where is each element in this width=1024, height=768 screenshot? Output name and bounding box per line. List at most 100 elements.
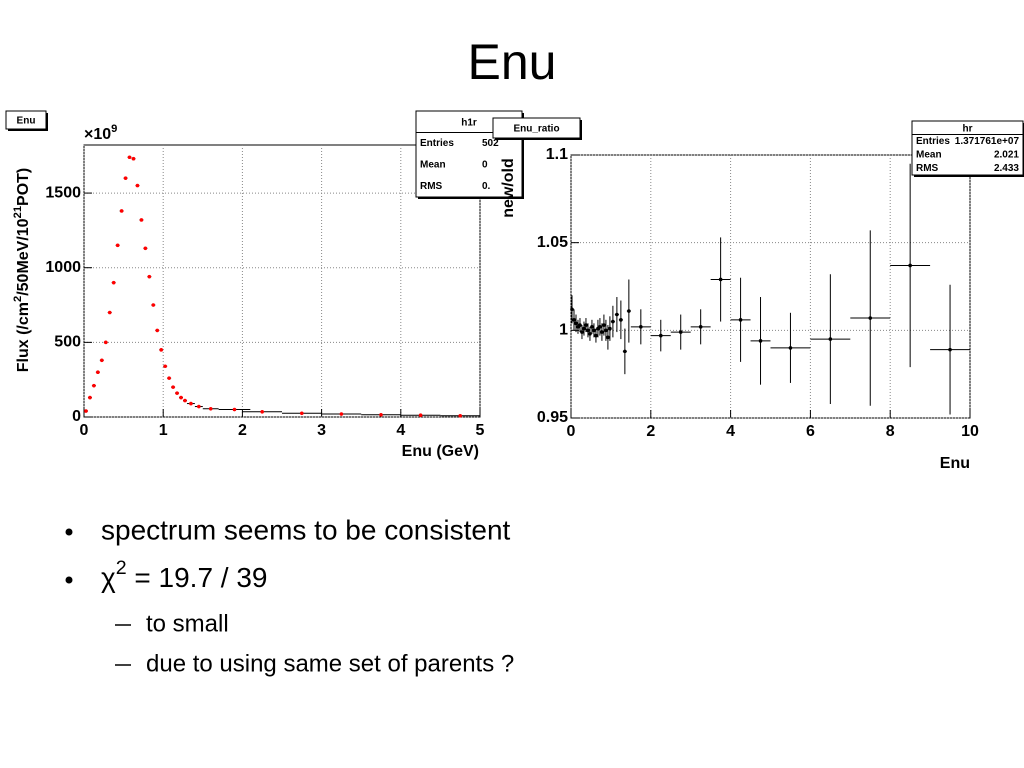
data-point bbox=[96, 370, 100, 375]
superscript: 9 bbox=[111, 123, 117, 135]
data-point bbox=[111, 280, 116, 285]
data-point bbox=[718, 277, 723, 282]
data-point bbox=[100, 358, 104, 363]
y-tick-label: 1000 bbox=[45, 259, 81, 276]
data-point bbox=[623, 349, 627, 354]
data-point bbox=[615, 312, 619, 317]
hist-label: Enu bbox=[17, 116, 36, 127]
data-point bbox=[131, 156, 136, 161]
y-tick-label: 0 bbox=[72, 408, 81, 425]
data-point bbox=[608, 326, 612, 331]
data-point bbox=[578, 323, 582, 327]
bullet-dot bbox=[65, 528, 73, 536]
data-point bbox=[339, 412, 344, 416]
sub-bullet-text: due to using same set of parents ? bbox=[146, 650, 514, 677]
superscript: 2 bbox=[116, 557, 127, 579]
x-tick-label: 4 bbox=[396, 422, 405, 439]
data-point bbox=[582, 326, 586, 331]
data-point bbox=[586, 328, 590, 333]
data-point bbox=[908, 263, 912, 268]
data-point bbox=[115, 243, 120, 248]
stats-key: Mean bbox=[420, 159, 446, 170]
data-point bbox=[598, 325, 602, 329]
stats-title: h1r bbox=[461, 117, 477, 128]
data-point bbox=[572, 318, 576, 322]
data-point bbox=[183, 398, 187, 403]
data-point bbox=[232, 407, 237, 412]
stats-key: Mean bbox=[916, 149, 942, 160]
stats-value: 2.433 bbox=[994, 163, 1019, 174]
slide-title: Enu bbox=[468, 34, 557, 90]
superscript: 2 bbox=[12, 296, 24, 302]
data-point bbox=[260, 409, 265, 414]
data-point bbox=[602, 323, 606, 327]
text-part: = 19.7 / 39 bbox=[127, 562, 268, 593]
text-part: Flux (/cm bbox=[15, 302, 32, 372]
data-point bbox=[627, 309, 631, 313]
stats-value: 0 bbox=[482, 159, 488, 170]
data-point bbox=[606, 335, 610, 340]
data-point bbox=[458, 414, 463, 418]
data-point bbox=[570, 307, 574, 312]
data-point bbox=[590, 325, 594, 329]
hist-label-box bbox=[492, 117, 581, 139]
stats-value: 2.021 bbox=[994, 149, 1019, 160]
bullet-dot bbox=[65, 576, 73, 584]
stats-key: Entries bbox=[916, 136, 950, 147]
data-point bbox=[639, 325, 643, 329]
data-point bbox=[135, 183, 140, 188]
data-point bbox=[92, 383, 96, 388]
x-tick-label: 5 bbox=[476, 422, 485, 439]
bullet-text: spectrum seems to be consistent bbox=[101, 514, 511, 545]
y-axis-label: new/old bbox=[500, 158, 517, 218]
data-point bbox=[171, 385, 175, 389]
data-point bbox=[103, 340, 108, 345]
data-point bbox=[788, 346, 793, 350]
y-tick-label: 1.1 bbox=[546, 146, 568, 163]
data-point bbox=[948, 347, 952, 352]
data-point bbox=[868, 316, 873, 320]
data-point bbox=[155, 328, 160, 333]
x-tick-label: 0 bbox=[80, 422, 89, 439]
data-point bbox=[167, 376, 171, 380]
data-point bbox=[139, 218, 144, 222]
text-part: POT) bbox=[15, 168, 32, 206]
x-tick-label: 8 bbox=[886, 423, 895, 440]
text-part: χ bbox=[101, 562, 116, 593]
data-point bbox=[758, 339, 763, 343]
x-tick-label: 4 bbox=[726, 423, 735, 440]
data-point bbox=[119, 209, 124, 213]
data-point bbox=[580, 330, 584, 334]
hist-label: Enu_ratio bbox=[513, 124, 559, 135]
data-point bbox=[179, 395, 183, 400]
x-tick-label: 2 bbox=[238, 422, 247, 439]
data-point bbox=[88, 395, 92, 400]
stats-value: 502 bbox=[482, 138, 499, 149]
data-point bbox=[594, 333, 598, 338]
x-tick-label: 10 bbox=[961, 423, 979, 440]
data-point bbox=[418, 413, 423, 418]
data-point bbox=[163, 364, 167, 369]
x-tick-label: 3 bbox=[317, 422, 326, 439]
hist-label-box bbox=[5, 110, 47, 130]
x-tick-label: 2 bbox=[646, 423, 655, 440]
data-point bbox=[300, 411, 304, 416]
stats-key: Entries bbox=[420, 138, 454, 149]
sub-bullet-text: to small bbox=[146, 610, 229, 637]
data-point bbox=[584, 323, 588, 327]
plot-frame bbox=[570, 154, 971, 419]
superscript: 21 bbox=[12, 206, 24, 218]
bullet-text: χ2 = 19.7 / 39 bbox=[101, 557, 268, 593]
y-tick-label: 1500 bbox=[45, 184, 81, 201]
data-point bbox=[588, 332, 592, 336]
data-point bbox=[738, 318, 743, 322]
data-point bbox=[678, 330, 683, 334]
x-axis-label: Enu bbox=[940, 455, 970, 472]
data-point bbox=[658, 333, 663, 338]
data-point bbox=[611, 319, 615, 324]
data-point bbox=[592, 328, 596, 333]
y-axis-label: Flux (/cm2/50MeV/1021POT) bbox=[12, 168, 32, 373]
y-tick-label: 1.05 bbox=[537, 234, 568, 251]
stats-value: 1.371761e+07 bbox=[955, 136, 1020, 147]
